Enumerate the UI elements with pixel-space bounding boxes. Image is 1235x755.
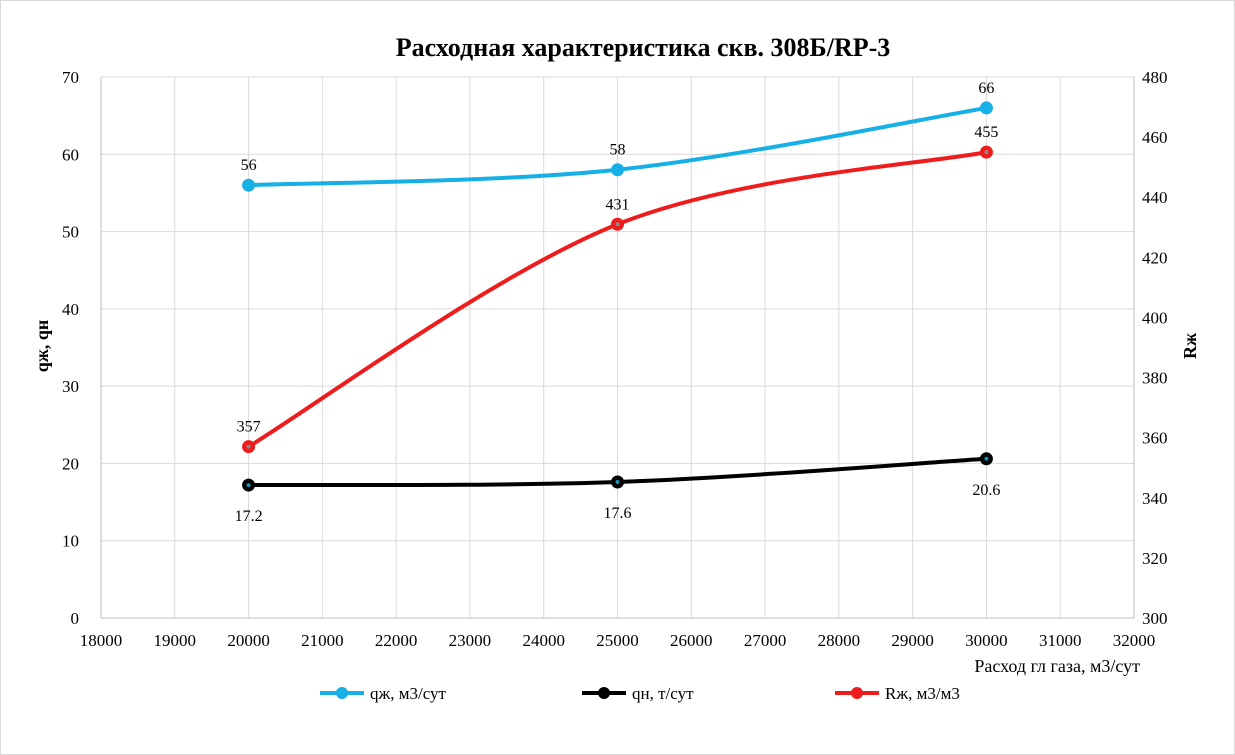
y-tick-label: 30: [62, 377, 79, 396]
y2-tick-label: 320: [1142, 549, 1168, 568]
x-tick-label: 26000: [670, 631, 713, 650]
data-label-ql: 58: [610, 142, 626, 159]
y-tick-label: 70: [62, 68, 79, 87]
x-tick-label: 29000: [891, 631, 934, 650]
data-point-center-rl: [246, 444, 251, 449]
y-tick-label: 50: [62, 223, 79, 242]
y2-tick-label: 340: [1142, 489, 1168, 508]
x-tick-label: 18000: [80, 631, 123, 650]
legend: qж, м3/сут qн, т/сут Rж, м3/м3: [320, 684, 960, 703]
y2-tick-label: 380: [1142, 369, 1168, 388]
data-label-qn: 17.2: [235, 508, 263, 525]
data-point-ql: [242, 178, 256, 192]
y-tick-label: 40: [62, 300, 79, 319]
y-tick-label: 20: [62, 454, 79, 473]
x-tick-label: 25000: [596, 631, 639, 650]
legend-label-rl: Rж, м3/м3: [885, 684, 960, 703]
x-tick-label: 21000: [301, 631, 344, 650]
x-tick-label: 22000: [375, 631, 418, 650]
legend-marker-rl: [851, 687, 863, 699]
x-tick-label: 30000: [965, 631, 1008, 650]
x-tick-label: 28000: [818, 631, 861, 650]
data-label-rl: 357: [237, 419, 261, 436]
y2-axis-title: Rж: [1180, 332, 1200, 359]
y-tick-label: 0: [71, 609, 80, 628]
axes-layer: 18000 19000 20000 21000 22000 23000 24000 25000…: [62, 68, 1168, 650]
x-tick-label: 20000: [227, 631, 270, 650]
legend-marker-ql: [336, 687, 348, 699]
legend-label-ql: qж, м3/сут: [370, 684, 447, 703]
data-point-ql: [611, 163, 624, 177]
data-label-qn: 17.6: [604, 505, 632, 522]
y2-tick-label: 420: [1142, 248, 1168, 267]
data-point-center-rl: [984, 150, 989, 155]
y-tick-label: 10: [62, 532, 79, 551]
y2-tick-label: 360: [1142, 429, 1168, 448]
data-label-rl: 455: [974, 124, 998, 141]
y2-tick-label: 300: [1142, 609, 1168, 628]
data-label-ql: 66: [978, 80, 994, 97]
data-label-ql: 56: [241, 157, 257, 174]
chart-title: Расходная характеристика скв. 308Б/RP-3: [396, 33, 891, 62]
x-tick-label: 23000: [449, 631, 492, 650]
data-point-center-qn: [615, 479, 620, 484]
y2-tick-label: 440: [1142, 188, 1168, 207]
data-label-qn: 20.6: [972, 482, 1000, 499]
y2-tick-label: 460: [1142, 128, 1168, 147]
x-tick-label: 24000: [522, 631, 565, 650]
data-point-center-qn: [984, 456, 989, 461]
data-labels-layer: 56 58 66 17.2 17.6 20.6 357 431 455: [235, 80, 1001, 525]
legend-label-qn: qн, т/сут: [632, 684, 694, 703]
x-axis-title: Расход гл газа, м3/сут: [974, 656, 1140, 676]
series-layer: [242, 101, 993, 492]
y2-tick-label: 480: [1142, 68, 1168, 87]
x-tick-label: 31000: [1039, 631, 1082, 650]
x-tick-label: 32000: [1113, 631, 1156, 650]
legend-marker-qn: [598, 687, 610, 699]
y-axis-title: qж, qн: [32, 320, 52, 372]
y2-tick-label: 400: [1142, 308, 1168, 327]
data-label-rl: 431: [606, 196, 630, 213]
x-tick-label: 27000: [744, 631, 787, 650]
y-tick-label: 60: [62, 145, 79, 164]
data-point-center-qn: [246, 483, 251, 488]
data-point-ql: [979, 101, 993, 115]
data-point-center-rl: [615, 222, 620, 227]
x-tick-label: 19000: [154, 631, 197, 650]
